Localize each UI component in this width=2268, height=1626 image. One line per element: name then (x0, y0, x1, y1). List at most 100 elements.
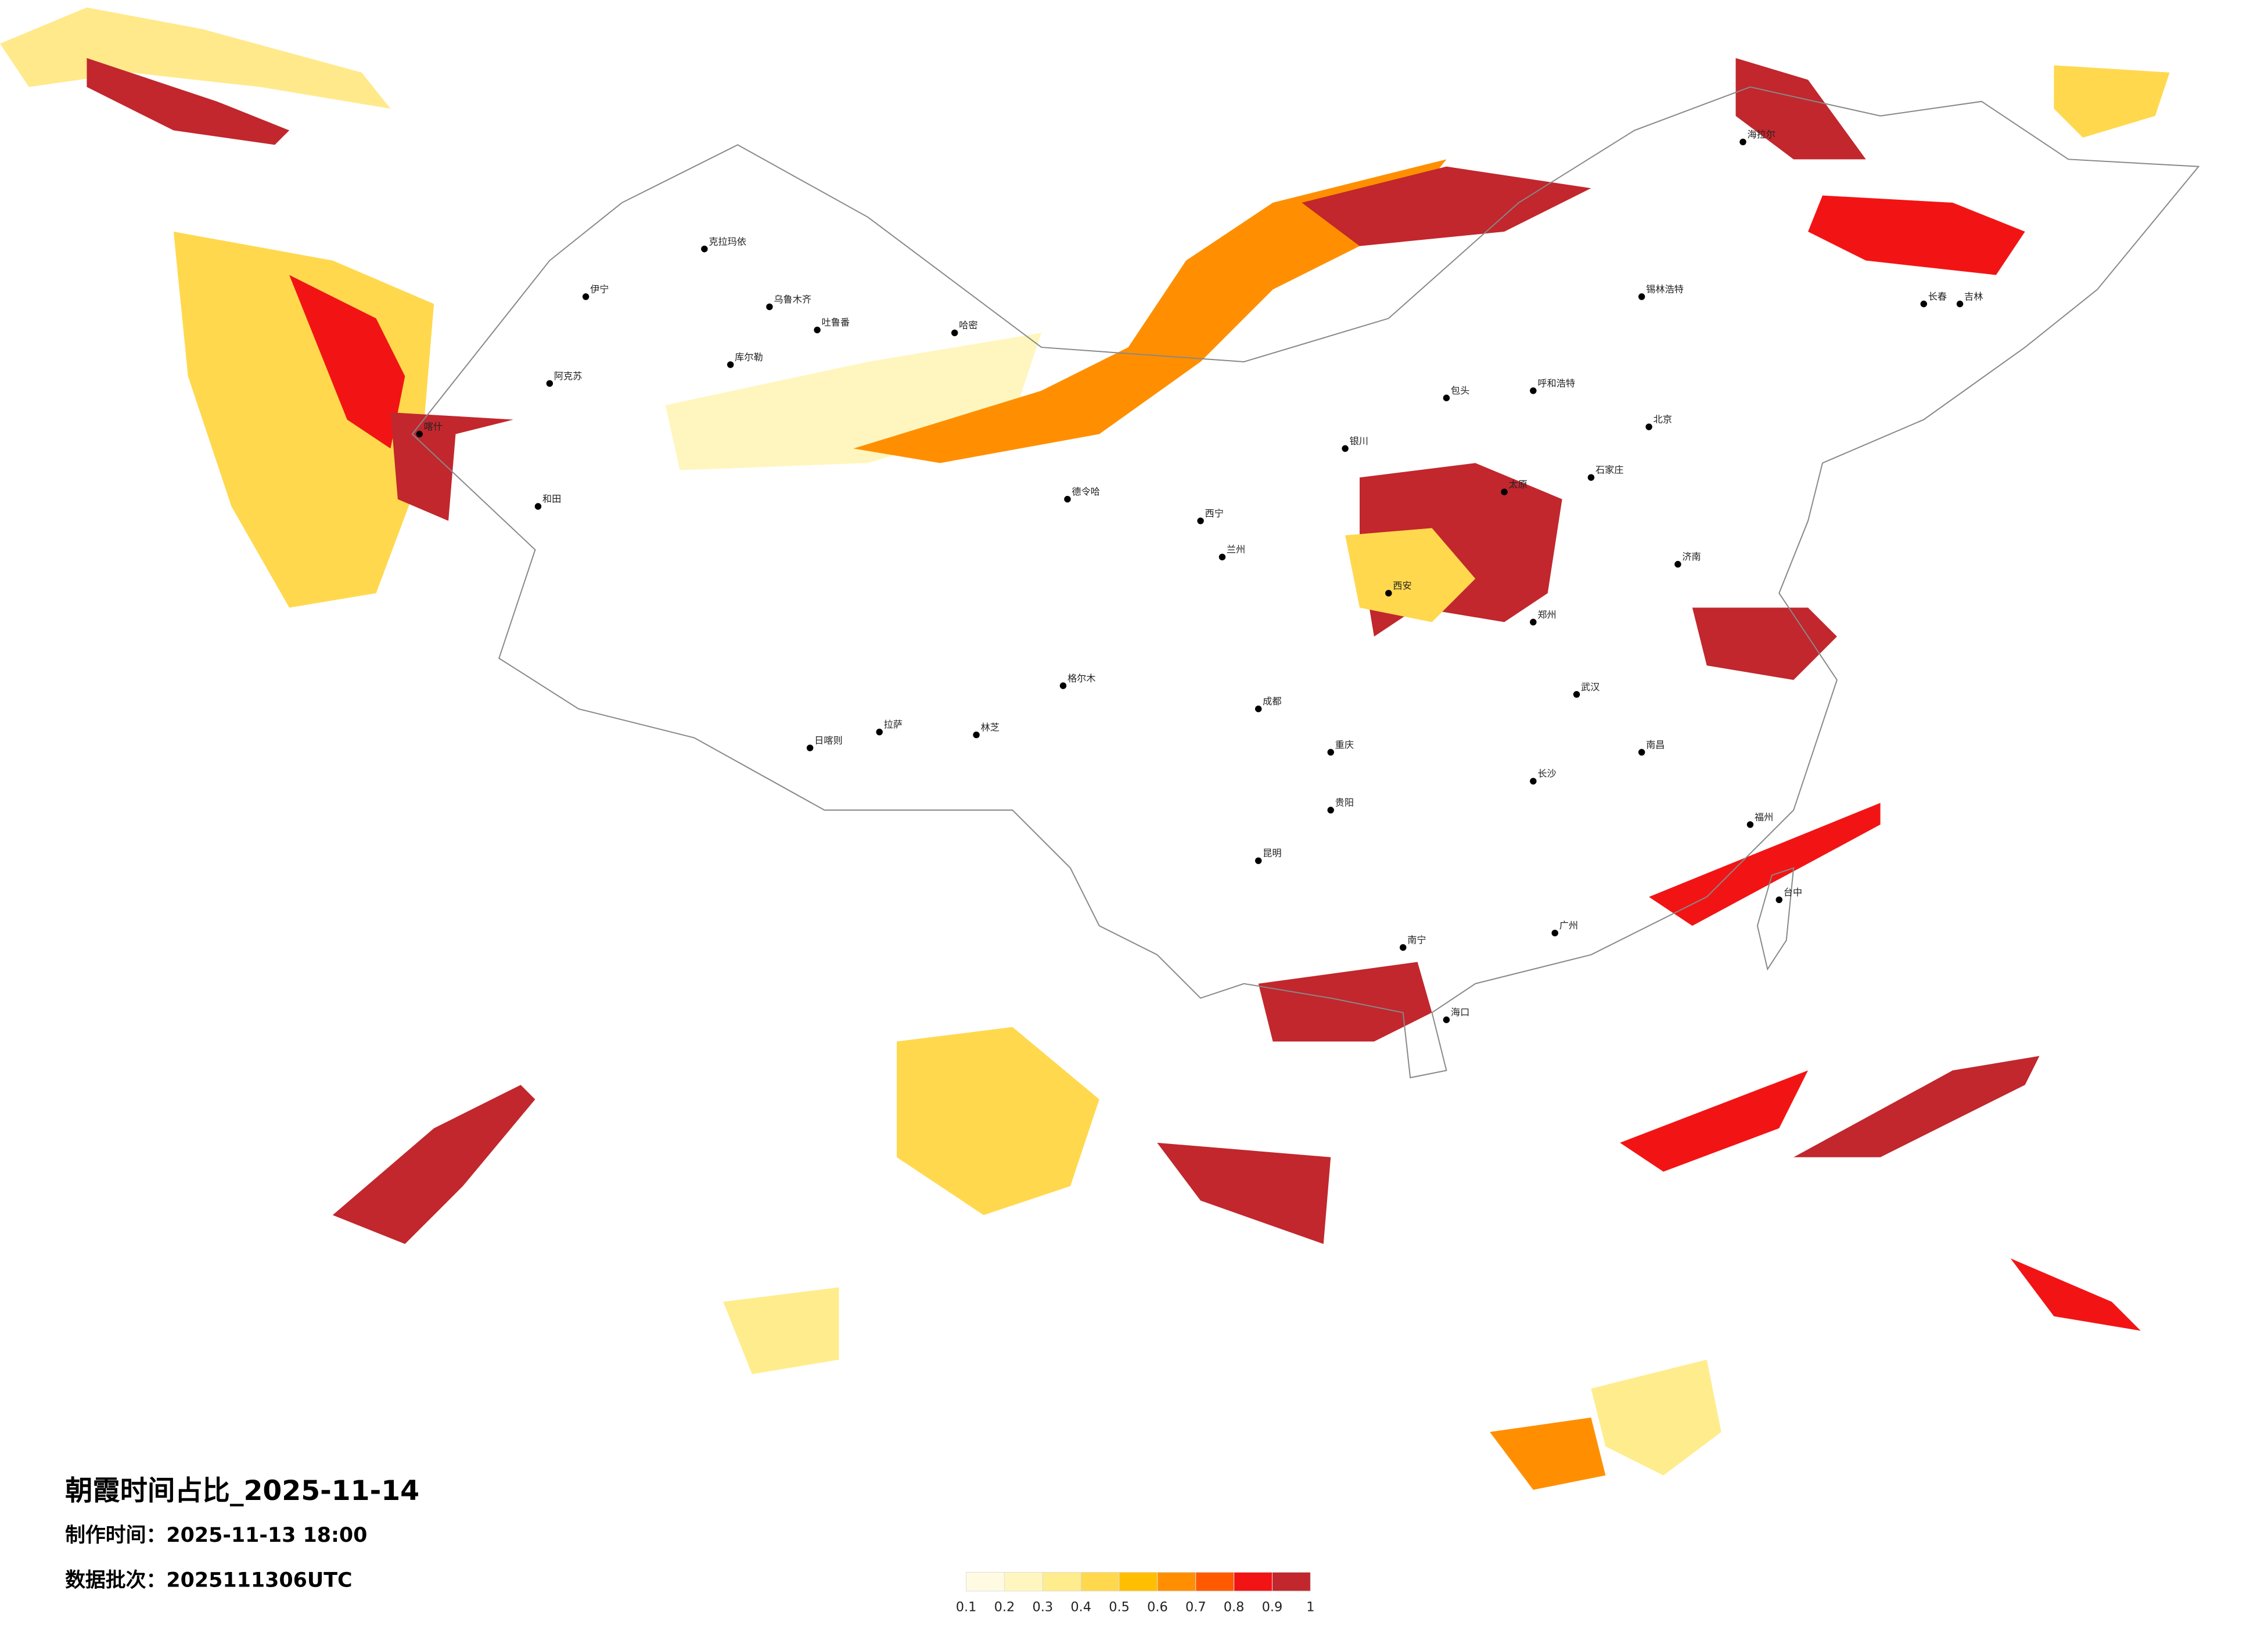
legend-swatch (1004, 1571, 1043, 1592)
city-label: 昆明 (1263, 848, 1281, 859)
legend-tick-label: 0.3 (1033, 1600, 1054, 1615)
city-dot (1059, 682, 1067, 689)
city-label: 长春 (1928, 291, 1947, 302)
city-label: 哈密 (959, 320, 977, 331)
legend-tick-label: 0.9 (1262, 1600, 1283, 1615)
city-dot (1920, 300, 1928, 308)
city-label: 福州 (1755, 811, 1773, 822)
city-dot (1443, 1016, 1450, 1023)
legend-tick-label: 1 (1306, 1600, 1314, 1615)
legend-swatch (1119, 1571, 1158, 1592)
city-dot (1530, 618, 1537, 625)
city-dot (806, 744, 814, 751)
country-outline (411, 86, 2200, 1078)
city-label: 成都 (1263, 696, 1281, 707)
city-dot (1385, 589, 1392, 597)
city-dot (416, 430, 423, 438)
city-dot (1587, 474, 1595, 481)
city-dot (1530, 778, 1537, 785)
city-label: 日喀则 (814, 735, 843, 746)
city-label: 锡林浩特 (1646, 283, 1684, 294)
city-label: 贵阳 (1335, 797, 1354, 808)
city-dot (1956, 300, 1964, 308)
legend-swatch (1195, 1571, 1235, 1592)
city-label: 呼和浩特 (1537, 377, 1575, 388)
city-label: 南宁 (1407, 934, 1426, 945)
city-label: 台中 (1784, 887, 1802, 898)
city-dot (727, 361, 734, 368)
city-label: 武汉 (1581, 681, 1600, 692)
city-dot (1255, 857, 1262, 864)
made-time: 制作时间：2025-11-13 18:00 (65, 1524, 367, 1547)
legend-swatch (1157, 1571, 1196, 1592)
city-label: 重庆 (1335, 739, 1354, 750)
city-label: 海拉尔 (1747, 129, 1775, 140)
legend-tick-label: 0.4 (1070, 1600, 1091, 1615)
city-dot (1443, 394, 1450, 401)
island-outline (1756, 867, 1795, 971)
city-dot (876, 728, 883, 736)
city-dot (1746, 821, 1754, 828)
city-label: 太原 (1509, 479, 1527, 490)
city-label: 西宁 (1205, 508, 1224, 519)
city-dot (1551, 929, 1558, 937)
city-label: 包头 (1451, 385, 1469, 396)
city-label: 林芝 (981, 722, 1000, 733)
city-label: 德令哈 (1072, 486, 1100, 497)
city-label: 海口 (1451, 1007, 1469, 1018)
city-label: 乌鲁木齐 (774, 294, 811, 305)
city-label: 拉萨 (884, 719, 903, 730)
legend: 0.1 0.2 0.3 0.4 0.5 0.6 0.7 0.8 0.9 1 (956, 1571, 1314, 1615)
city-label: 石家庄 (1595, 465, 1624, 476)
overlay (0, 7, 2170, 1490)
city-dot (534, 503, 542, 510)
city-label: 郑州 (1537, 609, 1556, 620)
city-label: 吐鲁番 (822, 317, 850, 328)
city-dot (1064, 495, 1071, 503)
legend-tick-label: 0.2 (994, 1600, 1015, 1615)
city-dot (1255, 705, 1262, 713)
city-label: 伊宁 (590, 283, 609, 294)
city-label: 和田 (542, 494, 561, 505)
legend-swatch (1271, 1571, 1311, 1592)
city-dot (1638, 749, 1645, 756)
city-dot (766, 303, 773, 311)
city-label: 兰州 (1227, 544, 1245, 555)
city-dot (1399, 944, 1407, 951)
city-dot (1645, 423, 1652, 430)
city-dot (1197, 517, 1204, 524)
city-dot (1573, 691, 1580, 698)
city-label: 阿克苏 (554, 370, 583, 382)
title: 朝霞时间占比_2025-11-14 (65, 1475, 419, 1507)
city-dot (1674, 560, 1681, 568)
data-batch: 数据批次：2025111306UTC (65, 1569, 353, 1592)
city-label: 喀什 (424, 421, 443, 432)
city-label: 克拉玛依 (709, 236, 746, 247)
city-dot (1219, 553, 1226, 560)
legend-swatch (1042, 1571, 1081, 1592)
legend-swatch (1080, 1571, 1120, 1592)
legend-tick-label: 0.5 (1109, 1600, 1130, 1615)
city-dot (973, 731, 980, 739)
city-dot (1638, 293, 1645, 300)
legend-swatch (966, 1571, 1005, 1592)
city-label: 北京 (1654, 414, 1672, 425)
city-dot (1775, 896, 1782, 904)
legend-swatch (1234, 1571, 1273, 1592)
city-label: 银川 (1350, 436, 1368, 447)
city-dot (1327, 807, 1334, 814)
city-label: 广州 (1559, 920, 1578, 931)
city-dot (1342, 445, 1349, 452)
city-dot (814, 326, 821, 333)
city-label: 南昌 (1646, 739, 1665, 750)
city-dot (1501, 488, 1508, 495)
city-label: 济南 (1682, 551, 1701, 562)
city-label: 长沙 (1537, 768, 1556, 779)
city-label: 西安 (1393, 580, 1411, 591)
city-dot (1327, 749, 1334, 756)
legend-tick-label: 0.8 (1224, 1600, 1245, 1615)
city-dot (582, 293, 590, 300)
